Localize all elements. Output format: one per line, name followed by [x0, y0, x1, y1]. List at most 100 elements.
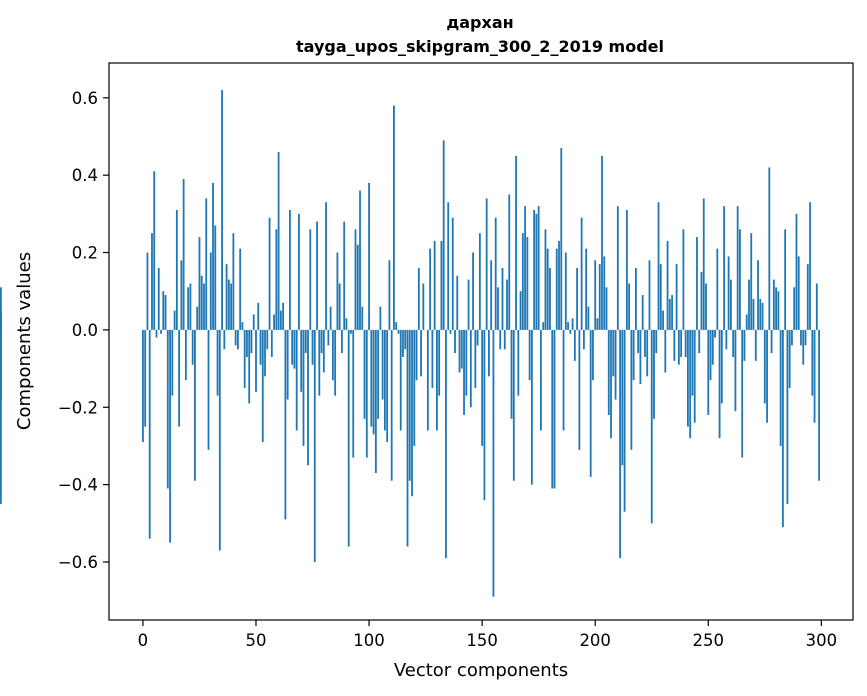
bar — [395, 322, 398, 330]
bar — [781, 329, 784, 528]
bar — [316, 221, 318, 330]
bar — [166, 329, 169, 489]
bar — [623, 329, 626, 512]
bar — [806, 264, 809, 330]
bar — [594, 260, 597, 330]
bar — [153, 171, 156, 330]
bar — [743, 329, 746, 361]
bar — [474, 329, 477, 388]
bar — [664, 329, 667, 373]
bar — [460, 329, 463, 369]
bar — [503, 329, 506, 350]
bar — [677, 329, 680, 365]
bar — [200, 275, 203, 330]
bar — [562, 329, 565, 431]
bar — [429, 248, 432, 330]
chart-subtitle: tayga_upos_skipgram_300_2_2019 model — [296, 37, 664, 56]
bar — [707, 329, 710, 415]
bar — [246, 329, 248, 357]
bar — [596, 318, 599, 330]
bar — [148, 329, 151, 539]
bar — [325, 202, 327, 330]
bar — [399, 329, 402, 431]
x-tick-label: 0 — [138, 631, 149, 650]
bar — [567, 322, 569, 330]
x-tick-label: 200 — [579, 631, 611, 650]
bar — [483, 329, 486, 501]
bar — [668, 298, 671, 330]
bar — [467, 279, 470, 330]
bar — [485, 198, 488, 330]
bar — [736, 206, 739, 330]
bar — [641, 295, 644, 330]
bar — [232, 233, 235, 330]
bar — [372, 329, 375, 435]
bar — [492, 329, 495, 597]
bar — [702, 198, 705, 330]
bar — [621, 329, 624, 466]
bar — [189, 283, 192, 330]
bar — [279, 310, 282, 330]
bar — [268, 217, 271, 330]
bar — [791, 329, 793, 346]
bar — [646, 329, 649, 377]
bar — [515, 155, 517, 330]
bar — [528, 329, 531, 381]
bar — [745, 314, 748, 330]
bar — [447, 202, 450, 330]
bar — [653, 329, 655, 419]
bar — [187, 287, 190, 330]
bar — [637, 329, 640, 354]
bar — [157, 268, 160, 330]
bar — [151, 233, 153, 330]
bar — [298, 213, 300, 330]
bar — [488, 329, 490, 377]
bar — [630, 329, 633, 450]
bar — [800, 329, 802, 346]
bar — [291, 329, 294, 365]
bar — [517, 329, 520, 396]
bar — [270, 329, 273, 357]
bar — [331, 329, 334, 381]
bar — [750, 233, 753, 330]
bar — [368, 182, 370, 330]
bar — [300, 329, 303, 392]
bar — [598, 264, 601, 330]
bar — [542, 322, 545, 330]
plot-frame — [108, 62, 854, 621]
bar — [359, 190, 361, 330]
bar — [334, 329, 337, 396]
bar — [241, 322, 244, 330]
bar — [549, 268, 551, 330]
bar — [282, 302, 285, 330]
bar — [388, 260, 391, 330]
bar — [304, 329, 307, 354]
bar — [788, 329, 791, 388]
bar — [612, 329, 615, 377]
bar — [302, 329, 305, 446]
bar — [0, 322, 2, 330]
bar — [709, 329, 712, 381]
bar — [671, 295, 673, 330]
bar — [809, 202, 811, 330]
bar — [689, 329, 692, 439]
bar — [797, 256, 800, 330]
bar — [379, 306, 382, 330]
bar — [540, 329, 542, 431]
bar — [175, 209, 178, 330]
bar — [160, 329, 162, 334]
bar — [216, 329, 219, 396]
bar — [587, 306, 590, 330]
bar — [537, 206, 540, 330]
bar — [144, 329, 147, 427]
bar — [182, 179, 185, 330]
bar — [582, 329, 585, 350]
bar — [162, 291, 165, 330]
bar — [336, 252, 339, 330]
bar — [555, 248, 558, 330]
bar — [741, 329, 744, 458]
bar — [775, 287, 778, 330]
bar — [802, 329, 805, 365]
bar — [700, 271, 703, 330]
